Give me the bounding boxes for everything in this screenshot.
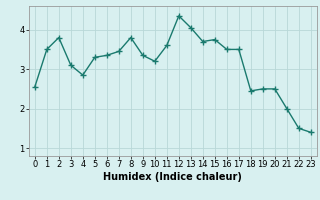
X-axis label: Humidex (Indice chaleur): Humidex (Indice chaleur) bbox=[103, 172, 242, 182]
